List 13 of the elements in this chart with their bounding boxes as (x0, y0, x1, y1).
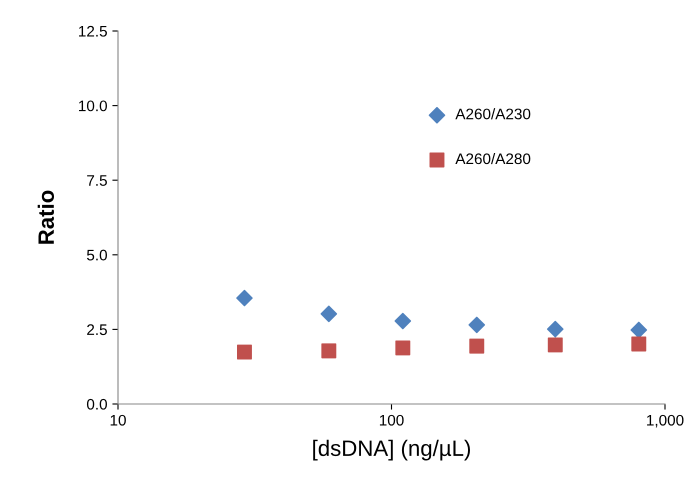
y-tick-label: 10.0 (79, 100, 107, 112)
y-tick-label: 5.0 (86, 250, 107, 260)
y-axis-title: Ratio (38, 190, 54, 244)
x-tick-label: 1,000 (647, 414, 684, 428)
legend-label: A260/A230 (455, 108, 530, 120)
y-tick-label: 0.0 (86, 398, 107, 410)
y-tick-label: 12.5 (79, 26, 107, 37)
y-tick-label: 7.5 (87, 175, 107, 186)
x-axis-title: [dsDNA] (ng/µL) (313, 440, 470, 460)
x-tick-label: 10 (110, 414, 126, 426)
legend-label: A260/A280 (455, 152, 530, 164)
y-tick-label: 2.5 (87, 324, 107, 336)
x-tick-label: 100 (380, 414, 404, 426)
